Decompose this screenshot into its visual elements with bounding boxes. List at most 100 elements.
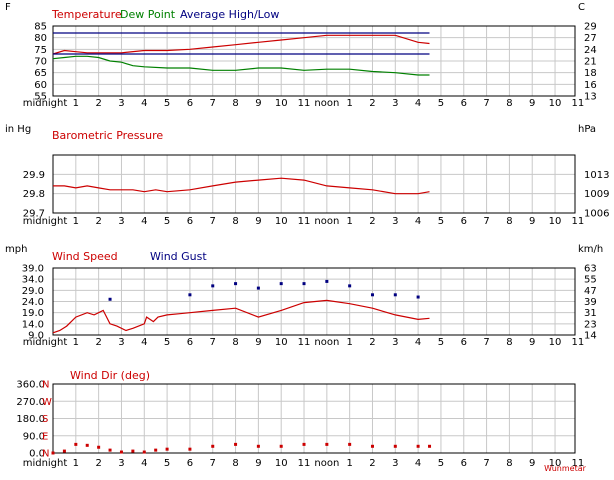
data-point xyxy=(302,442,306,446)
data-point xyxy=(108,448,112,452)
x-tick-label: 5 xyxy=(164,458,170,469)
x-tick-label: 6 xyxy=(187,458,193,469)
data-point xyxy=(165,447,169,451)
x-tick-label: 1 xyxy=(73,458,79,469)
compass-label: E xyxy=(42,431,48,442)
y-tick-label-right: 39 xyxy=(584,297,597,308)
x-tick-label: 11 xyxy=(298,216,311,227)
x-tick-label: 4 xyxy=(415,337,421,348)
x-tick-label: 3 xyxy=(118,216,124,227)
data-point xyxy=(279,282,283,286)
y-tick-label-right: 24 xyxy=(584,45,597,56)
y-tick-label-right: 23 xyxy=(584,319,597,330)
data-point xyxy=(211,284,215,288)
x-tick-label: 6 xyxy=(187,216,193,227)
data-point xyxy=(370,293,374,297)
data-point xyxy=(256,286,260,290)
series-line xyxy=(53,177,430,195)
y-tick-label-left: 9.0 xyxy=(28,331,44,342)
y-tick-label-right: 29 xyxy=(584,22,597,33)
x-tick-label: 1 xyxy=(73,98,79,109)
x-tick-label: 3 xyxy=(118,458,124,469)
x-tick-label: 6 xyxy=(187,337,193,348)
x-tick-label: 10 xyxy=(275,216,288,227)
x-tick-label: 5 xyxy=(438,337,444,348)
x-tick-label: 3 xyxy=(118,337,124,348)
x-tick-label: midnight xyxy=(23,337,68,348)
compass-label: N xyxy=(42,449,49,460)
y-tick-label-left: 80 xyxy=(34,33,47,44)
x-tick-label: 6 xyxy=(461,216,467,227)
compass-label: W xyxy=(42,397,52,408)
data-point xyxy=(348,284,352,288)
y-tick-label-left: 34.0 xyxy=(22,275,44,286)
y-tick-label-left: 29.8 xyxy=(23,189,45,200)
x-tick-label: 9 xyxy=(255,337,261,348)
data-point xyxy=(302,282,306,286)
data-point xyxy=(154,448,158,452)
x-tick-label: 4 xyxy=(415,216,421,227)
x-tick-label: 3 xyxy=(118,98,124,109)
x-tick-label: 1 xyxy=(73,216,79,227)
data-point xyxy=(188,447,192,451)
left-unit-label: F xyxy=(5,2,11,13)
y-tick-label-left: 39.0 xyxy=(22,264,44,275)
data-point xyxy=(416,295,420,299)
data-point xyxy=(62,449,66,453)
x-tick-label: 2 xyxy=(369,337,375,348)
x-tick-label: 10 xyxy=(549,337,562,348)
y-tick-label-left: 75 xyxy=(34,45,47,56)
data-point xyxy=(85,443,89,447)
x-tick-label: 9 xyxy=(529,216,535,227)
plot-frame xyxy=(52,25,576,97)
x-tick-label: 5 xyxy=(164,337,170,348)
x-tick-label: 8 xyxy=(232,98,238,109)
data-point xyxy=(348,442,352,446)
data-point xyxy=(108,297,112,301)
x-tick-label: noon xyxy=(314,216,339,227)
data-point xyxy=(131,449,135,453)
x-tick-label: 5 xyxy=(438,216,444,227)
legend-entry: Wind Speed xyxy=(52,250,118,263)
data-point xyxy=(234,442,238,446)
data-point xyxy=(119,450,123,454)
x-tick-label: 8 xyxy=(506,337,512,348)
legend-entry: Average High/Low xyxy=(180,8,279,21)
y-tick-label-left: 29.7 xyxy=(23,209,45,220)
x-tick-label: 9 xyxy=(529,458,535,469)
data-point xyxy=(51,451,55,455)
y-tick-label-left: 55 xyxy=(34,92,47,103)
x-tick-label: 7 xyxy=(210,458,216,469)
x-tick-label: 9 xyxy=(529,337,535,348)
y-tick-label-left: 90.0 xyxy=(23,431,45,442)
legend-entry: Dew Point xyxy=(120,8,176,21)
y-tick-label-left: 180.0 xyxy=(16,414,45,425)
data-point xyxy=(142,450,146,454)
y-tick-label-left: 0.0 xyxy=(29,449,45,460)
data-point xyxy=(325,442,329,446)
x-tick-label: noon xyxy=(314,98,339,109)
y-tick-label-left: 70 xyxy=(34,57,47,68)
x-tick-label: 3 xyxy=(392,458,398,469)
x-tick-label: 5 xyxy=(164,216,170,227)
x-tick-label: 3 xyxy=(392,337,398,348)
x-tick-label: 4 xyxy=(141,337,147,348)
x-tick-label: 1 xyxy=(346,458,352,469)
x-tick-label: 6 xyxy=(461,337,467,348)
y-tick-label-right: 21 xyxy=(584,57,597,68)
x-tick-label: midnight xyxy=(23,458,68,469)
x-tick-label: 7 xyxy=(483,216,489,227)
data-point xyxy=(188,293,192,297)
y-tick-label-right: 14 xyxy=(584,331,597,342)
x-tick-label: 8 xyxy=(232,216,238,227)
x-tick-label: 7 xyxy=(483,337,489,348)
x-tick-label: 3 xyxy=(392,98,398,109)
x-tick-label: 11 xyxy=(298,337,311,348)
data-point xyxy=(416,444,420,448)
x-tick-label: 7 xyxy=(483,458,489,469)
x-tick-label: 8 xyxy=(232,458,238,469)
y-tick-label-left: 29.9 xyxy=(23,170,45,181)
data-point xyxy=(279,444,283,448)
x-tick-label: 10 xyxy=(275,458,288,469)
